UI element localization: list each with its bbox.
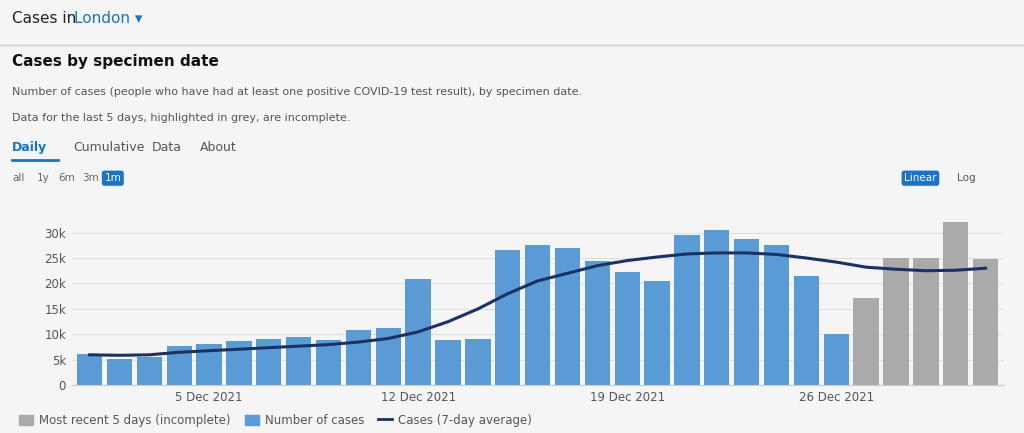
Bar bbox=[525, 245, 550, 385]
Bar bbox=[973, 259, 998, 385]
Bar bbox=[884, 258, 908, 385]
Bar bbox=[734, 239, 760, 385]
Bar bbox=[853, 298, 879, 385]
Text: Linear: Linear bbox=[904, 173, 937, 183]
Text: Cases by specimen date: Cases by specimen date bbox=[12, 54, 219, 69]
Text: Number of cases (people who have had at least one positive COVID-19 test result): Number of cases (people who have had at … bbox=[12, 87, 583, 97]
Bar bbox=[555, 248, 581, 385]
Bar bbox=[315, 339, 341, 385]
Bar bbox=[77, 354, 102, 385]
Bar bbox=[644, 281, 670, 385]
Bar bbox=[226, 340, 252, 385]
Bar bbox=[585, 261, 610, 385]
Text: Cases in: Cases in bbox=[12, 11, 82, 26]
Text: 1m: 1m bbox=[104, 173, 121, 183]
Text: London ▾: London ▾ bbox=[74, 11, 142, 26]
Text: About: About bbox=[200, 141, 237, 154]
Text: Cumulative: Cumulative bbox=[74, 141, 145, 154]
Bar bbox=[256, 339, 282, 385]
Text: 3m: 3m bbox=[82, 173, 98, 183]
Text: 6m: 6m bbox=[58, 173, 75, 183]
Text: Data: Data bbox=[152, 141, 181, 154]
Legend: Most recent 5 days (incomplete), Number of cases, Cases (7-day average): Most recent 5 days (incomplete), Number … bbox=[14, 409, 537, 431]
Text: Data for the last 5 days, highlighted in grey, are incomplete.: Data for the last 5 days, highlighted in… bbox=[12, 113, 351, 123]
Text: all: all bbox=[12, 173, 25, 183]
Bar bbox=[913, 258, 939, 385]
Bar bbox=[794, 276, 819, 385]
Text: Log: Log bbox=[957, 173, 976, 183]
Bar bbox=[346, 330, 371, 385]
Bar bbox=[823, 334, 849, 385]
Bar bbox=[465, 339, 490, 385]
Bar bbox=[495, 250, 520, 385]
Bar bbox=[435, 339, 461, 385]
Text: 1y: 1y bbox=[37, 173, 49, 183]
Bar bbox=[286, 337, 311, 385]
Bar bbox=[136, 357, 162, 385]
Bar bbox=[106, 359, 132, 385]
Bar bbox=[674, 235, 699, 385]
Bar bbox=[764, 245, 790, 385]
Bar bbox=[943, 223, 969, 385]
Bar bbox=[406, 279, 431, 385]
Bar bbox=[614, 272, 640, 385]
Bar bbox=[705, 230, 729, 385]
Bar bbox=[197, 344, 222, 385]
Bar bbox=[376, 328, 401, 385]
Bar bbox=[167, 346, 191, 385]
Text: Daily: Daily bbox=[12, 141, 47, 154]
